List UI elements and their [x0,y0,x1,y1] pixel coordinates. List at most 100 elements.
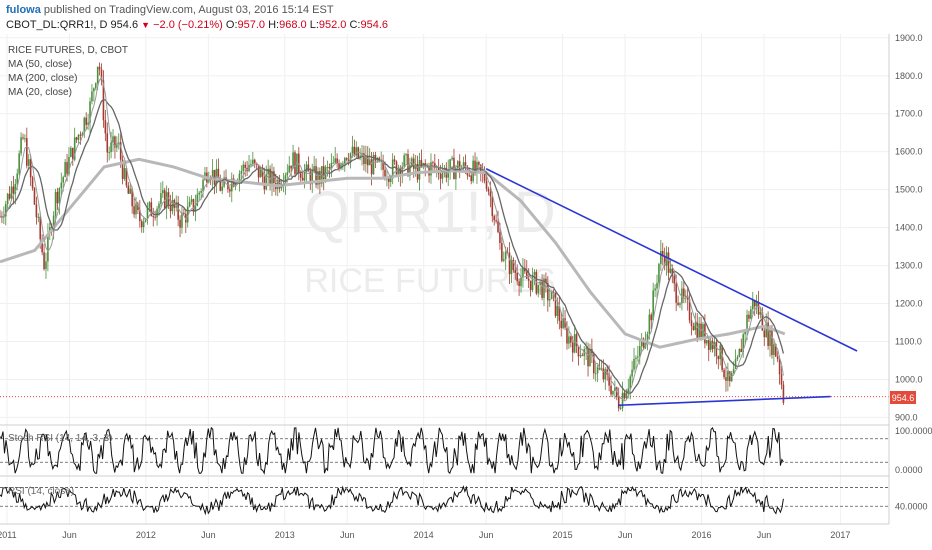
candle-down [761,312,764,331]
author-link[interactable]: fulowa [6,4,41,16]
candle-down [100,69,103,81]
candle-down [575,334,578,347]
candle-up [627,388,630,393]
candle-down [33,188,36,205]
candle-up [548,299,551,301]
candle-down [650,314,653,321]
candle-up [502,259,505,261]
candle-up [265,174,268,190]
candle-down [338,163,340,169]
candle-up [638,346,641,357]
candle-up [202,179,204,191]
candle-up [303,171,306,181]
candle-down [309,171,312,185]
candle-up [556,306,559,316]
candle-up [656,282,658,289]
candle-up [330,162,333,169]
candle-up [162,190,164,194]
candle-down [353,146,356,156]
candle-down [75,137,78,140]
candle-up [742,334,745,353]
close-label: C: [349,19,361,31]
candle-down [154,216,156,218]
candle-up [706,340,708,344]
candle-up [252,159,254,165]
candle-up [698,323,700,339]
candle-down [121,159,124,180]
candle-down [512,259,515,271]
candle-up [129,188,132,194]
symbol-label[interactable]: CBOT_DL:QRR1!, D [6,19,108,31]
candle-up [27,159,30,166]
candle-up [142,221,145,228]
candle-up [10,186,13,199]
candle-down [370,159,373,175]
candle-up [589,348,591,367]
candle-down [564,318,566,328]
time-tick-label: 2012 [136,530,156,540]
candle-up [669,268,672,273]
candle-up [476,162,478,173]
candle-down [382,160,384,170]
candle-down [229,189,231,192]
candle-up [585,348,587,350]
candle-up [635,357,637,359]
open-value: 957.0 [237,19,266,31]
candle-up [194,205,197,212]
candle-up [311,170,314,185]
candle-down [497,221,499,233]
candle-up [543,278,545,298]
candle-up [146,207,149,219]
candle-down [137,203,139,211]
legend-ma50[interactable]: MA (50, close) [8,59,72,70]
candle-down [298,153,300,174]
candle-down [192,199,195,212]
candle-up [234,183,237,187]
legend-ma20[interactable]: MA (20, close) [8,87,72,98]
candle-up [403,155,405,167]
candle-down [347,159,350,162]
candle-down [39,216,42,240]
candle-down [478,162,480,165]
candle-down [31,177,34,189]
candle-up [409,165,411,176]
candle-up [242,164,245,172]
candle-up [644,341,647,348]
candle-up [112,136,114,143]
candle-up [211,169,214,181]
candle-down [661,251,664,257]
time-tick-label: 2013 [275,530,295,540]
candle-up [773,344,775,356]
price-tick-label: 1700.0 [895,109,923,119]
candle-up [286,172,289,176]
candle-down [610,385,612,395]
candle-down [771,329,773,356]
candle-up [736,357,739,360]
candle-up [20,137,22,154]
candle-up [568,336,570,344]
candle-down [581,355,584,357]
candle-up [271,171,273,187]
candle-down [12,186,15,194]
price-tick-label: 1800.0 [895,71,923,81]
stoch-rsi-label[interactable]: Stoch RSI (14, 14, 3, 3) [8,433,113,444]
candle-up [230,178,233,192]
candle-down [85,117,87,125]
candle-up [250,164,252,166]
candle-up [359,155,361,159]
candle-up [200,190,202,193]
legend-ma200[interactable]: MA (200, close) [8,73,78,84]
candle-up [340,164,342,169]
candle-down [336,158,338,164]
time-tick-label: Jun [757,530,772,540]
candle-up [326,167,329,169]
rsi-label[interactable]: RSI (14, close) [8,486,75,497]
candle-down [518,281,520,287]
candle-up [510,259,513,275]
header-bar: fulowa published on TradingView.com, Aug… [0,0,932,34]
candle-up [633,358,635,370]
trendlines[interactable] [485,168,858,407]
candle-up [372,155,375,175]
price-chart[interactable]: QRR1!, D RICE FUTURES 1900.01800.01700.0… [0,34,932,550]
high-label: H: [268,19,280,31]
